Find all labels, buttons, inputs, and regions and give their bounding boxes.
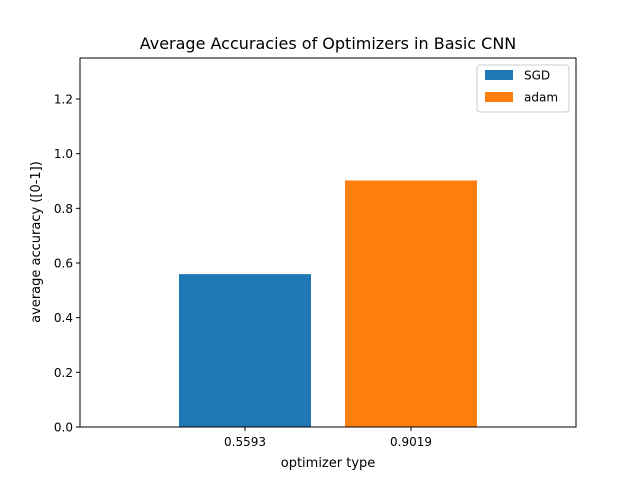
x-tick-label: 0.9019 — [390, 435, 432, 449]
y-tick-label: 0.6 — [54, 257, 73, 271]
legend-swatch-adam — [485, 92, 513, 102]
y-tick-label: 1.2 — [54, 93, 73, 107]
y-tick-label: 0.4 — [54, 311, 73, 325]
y-tick-label: 0.0 — [54, 421, 73, 435]
legend-label-adam: adam — [524, 91, 558, 105]
y-tick-label: 1.0 — [54, 147, 73, 161]
y-ticks-group: 0.0 0.2 0.4 0.6 0.8 1.0 1.2 — [54, 93, 80, 435]
bars-group — [179, 180, 477, 427]
x-tick-label: 0.5593 — [224, 435, 266, 449]
y-tick-label: 0.2 — [54, 366, 73, 380]
y-axis-label: average accuracy ([0-1]) — [29, 161, 44, 323]
bar-sgd — [179, 274, 311, 427]
x-ticks-group: 0.5593 0.9019 — [224, 427, 432, 449]
x-axis-label: optimizer type — [281, 456, 376, 471]
legend-label-sgd: SGD — [524, 69, 550, 83]
chart-title: Average Accuracies of Optimizers in Basi… — [140, 34, 517, 53]
legend-swatch-sgd — [485, 70, 513, 80]
plot-frame — [79, 57, 577, 428]
y-tick-label: 0.8 — [54, 202, 73, 216]
legend: SGD adam — [476, 64, 570, 113]
bar-adam — [345, 180, 477, 427]
